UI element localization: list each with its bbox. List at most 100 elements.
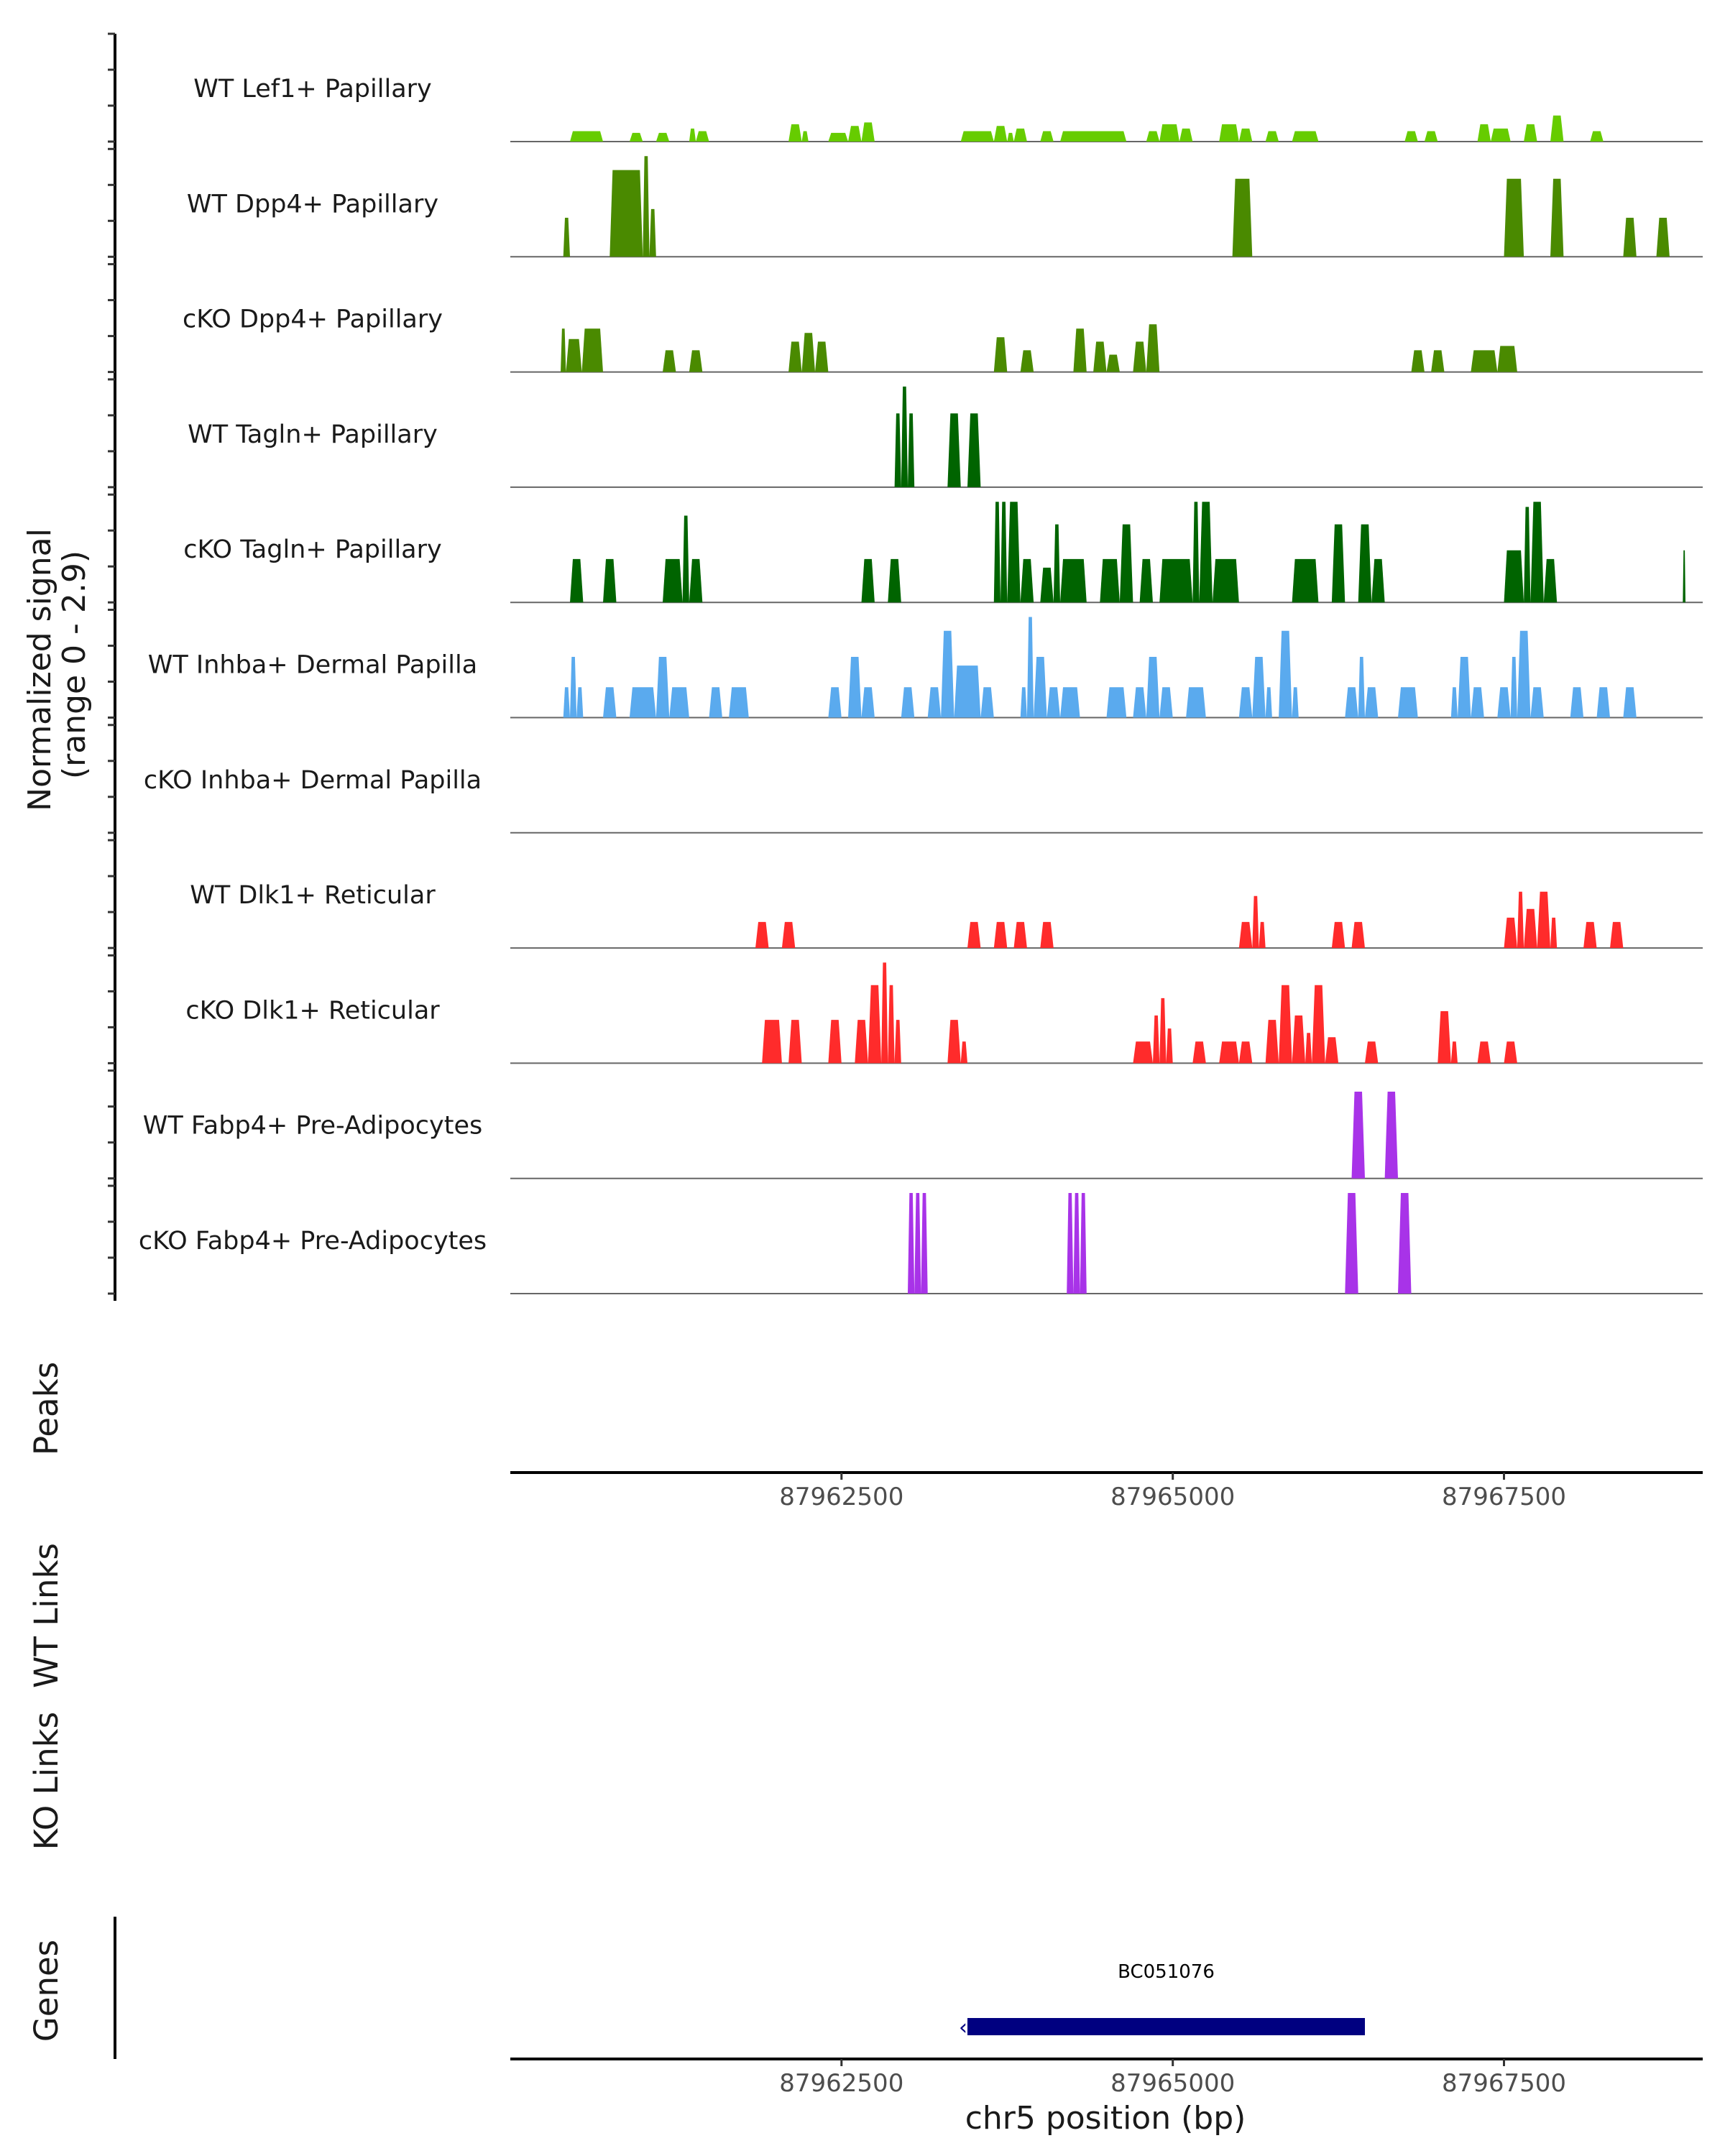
signal-peak (570, 657, 577, 718)
signal-peak (1159, 558, 1193, 603)
signal-peak (861, 558, 875, 603)
signal-peak (901, 687, 915, 718)
signal-peak (689, 128, 696, 142)
signal-peak (1510, 657, 1517, 718)
signal-peak (1146, 324, 1160, 372)
signal-peak (894, 413, 901, 487)
signal-peak (656, 657, 670, 718)
signal-peak (1179, 128, 1193, 142)
x-axis-title: chr5 position (bp) (965, 2100, 1246, 2137)
signal-peak (947, 413, 961, 487)
signal-peak (1000, 502, 1008, 603)
signal-peak (563, 687, 570, 718)
signal-peak (1530, 687, 1544, 718)
signal-peak (1491, 128, 1511, 142)
signal-peak (1146, 657, 1160, 718)
track-label: WT Dlk1+ Reticular (190, 881, 436, 910)
signal-peak (1013, 128, 1027, 142)
signal-peak (1471, 350, 1498, 372)
signal-peak (603, 687, 617, 718)
signal-peak (1073, 328, 1087, 372)
signal-peak (629, 132, 643, 142)
signal-peak (1159, 687, 1173, 718)
signal-peak (861, 122, 875, 142)
signal-peak (1020, 558, 1034, 603)
gene-track: BC051076 ‹ (959, 1961, 1365, 2040)
signal-peak (1020, 687, 1027, 718)
x-tick-label: 87962500 (779, 1483, 903, 1511)
signal-peak (1106, 687, 1127, 718)
signal-peak (1411, 350, 1425, 372)
signal-peak (908, 1193, 915, 1294)
signal-peak (1623, 218, 1637, 257)
signal-peak (908, 413, 915, 487)
signal-peak (1550, 917, 1558, 949)
signal-peak (1458, 657, 1471, 718)
signal-peak (566, 338, 582, 372)
signal-peak (689, 558, 703, 603)
signal-peak (901, 386, 908, 487)
signal-peak (1656, 218, 1670, 257)
track-cko-dpp4-papillary: cKO Dpp4+ Papillary (183, 305, 1703, 373)
signal-peak (1398, 1193, 1412, 1294)
signal-peak (1517, 630, 1531, 718)
signal-peak (1497, 687, 1511, 718)
track-label: cKO Dlk1+ Reticular (185, 996, 440, 1025)
x-tick-label: 87962500 (779, 2069, 903, 2098)
signal-peak (1438, 1011, 1451, 1064)
signal-peak (1524, 908, 1537, 949)
signal-peak (1238, 1041, 1253, 1064)
signal-peak (1106, 354, 1120, 372)
signal-peak (1080, 1193, 1087, 1294)
signal-peak (581, 328, 603, 372)
x-axis-genes: 87962500 87965000 87967500 (510, 2058, 1703, 2098)
gene-body (967, 2018, 1365, 2035)
signal-peak (1404, 131, 1418, 142)
signal-peak (881, 962, 888, 1064)
signal-peak (1219, 124, 1239, 142)
signal-peak (1067, 1193, 1074, 1294)
signal-peak (848, 126, 862, 142)
signal-peak (755, 921, 769, 949)
signal-peak (1219, 1041, 1239, 1064)
signal-peak (1431, 350, 1445, 372)
signal-peak (960, 131, 994, 142)
signal-peak (669, 687, 689, 718)
signal-peak (1351, 1092, 1365, 1179)
signal-peak (967, 413, 981, 487)
signal-peak (1199, 502, 1213, 603)
track-label: WT Inhba+ Dermal Papilla (148, 651, 477, 680)
signal-peak (1007, 502, 1021, 603)
signal-peak (941, 630, 954, 718)
signal-peak (781, 921, 796, 949)
signal-peak (1007, 132, 1014, 142)
signal-peak (656, 132, 670, 142)
signal-peak (788, 341, 802, 372)
signal-peak (1550, 178, 1564, 257)
signal-peak (1159, 124, 1179, 142)
signal-peak (1471, 687, 1484, 718)
signal-peak (921, 1193, 928, 1294)
ko-links-label: KO Links (27, 1712, 65, 1850)
signal-peak (1265, 687, 1272, 718)
x-axis-peaks: 87962500 87965000 87967500 (510, 1471, 1703, 1511)
signal-peak (1133, 1041, 1153, 1064)
signal-peak (993, 921, 1008, 949)
signal-peak (1504, 1041, 1517, 1064)
signal-peak (1683, 550, 1685, 603)
y-axis (108, 32, 116, 1301)
signal-peak (993, 502, 1000, 603)
signal-peak (1325, 1037, 1339, 1064)
signal-peak (1073, 1193, 1080, 1294)
signal-peak (1543, 558, 1558, 603)
gene-strand-arrow: ‹ (959, 2015, 967, 2040)
signal-peak (848, 657, 862, 718)
signal-peak (1331, 524, 1346, 603)
signal-peak (1060, 558, 1087, 603)
signal-peak (643, 156, 650, 257)
signal-peak (561, 328, 566, 372)
signal-peak (570, 558, 584, 603)
signal-peak (960, 1041, 967, 1064)
signal-peak (1060, 131, 1127, 142)
signal-peak (894, 1020, 901, 1064)
